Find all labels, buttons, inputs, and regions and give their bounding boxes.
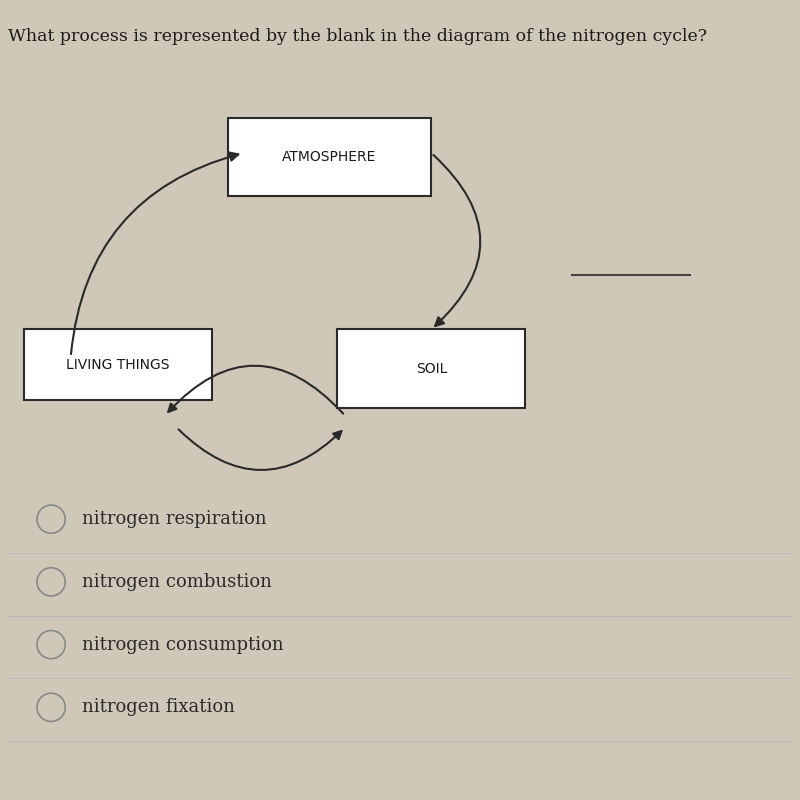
Circle shape <box>37 694 66 722</box>
Text: nitrogen fixation: nitrogen fixation <box>82 698 235 716</box>
Text: nitrogen respiration: nitrogen respiration <box>82 510 267 528</box>
Circle shape <box>37 505 66 534</box>
Text: nitrogen consumption: nitrogen consumption <box>82 636 284 654</box>
FancyBboxPatch shape <box>24 330 212 400</box>
Text: LIVING THINGS: LIVING THINGS <box>66 358 170 372</box>
FancyBboxPatch shape <box>227 118 431 196</box>
Text: What process is represented by the blank in the diagram of the nitrogen cycle?: What process is represented by the blank… <box>8 27 707 45</box>
Text: SOIL: SOIL <box>416 362 447 376</box>
Text: ATMOSPHERE: ATMOSPHERE <box>282 150 377 164</box>
FancyBboxPatch shape <box>338 330 526 408</box>
Text: nitrogen combustion: nitrogen combustion <box>82 573 272 591</box>
Circle shape <box>37 630 66 658</box>
Circle shape <box>37 568 66 596</box>
